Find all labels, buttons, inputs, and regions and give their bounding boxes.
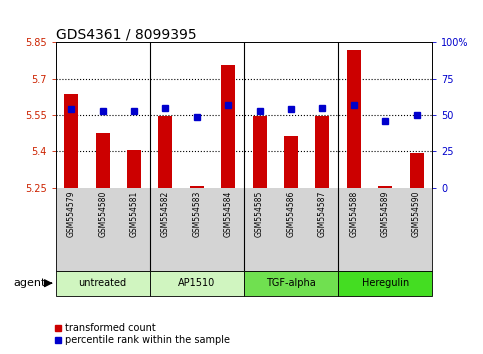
- Text: GSM554582: GSM554582: [161, 191, 170, 237]
- Bar: [96, 133, 110, 188]
- Bar: [190, 186, 204, 188]
- Text: AP1510: AP1510: [178, 278, 215, 288]
- Text: Heregulin: Heregulin: [362, 278, 409, 288]
- Bar: [150, 271, 244, 296]
- Bar: [64, 95, 78, 188]
- Bar: [315, 116, 329, 188]
- Text: GSM554579: GSM554579: [67, 191, 76, 238]
- Text: agent: agent: [14, 278, 46, 288]
- Text: GSM554587: GSM554587: [318, 191, 327, 237]
- Text: GSM554590: GSM554590: [412, 191, 421, 238]
- Text: GSM554581: GSM554581: [129, 191, 139, 237]
- Bar: [221, 65, 235, 188]
- Bar: [158, 116, 172, 188]
- Bar: [253, 116, 267, 188]
- Text: GSM554586: GSM554586: [286, 191, 296, 237]
- Bar: [244, 271, 338, 296]
- Bar: [127, 150, 141, 188]
- Text: TGF-alpha: TGF-alpha: [266, 278, 316, 288]
- Text: GSM554580: GSM554580: [98, 191, 107, 237]
- Text: GDS4361 / 8099395: GDS4361 / 8099395: [56, 27, 196, 41]
- Bar: [410, 153, 424, 188]
- Text: GSM554588: GSM554588: [349, 191, 358, 237]
- Text: GSM554584: GSM554584: [224, 191, 233, 237]
- Legend: transformed count, percentile rank within the sample: transformed count, percentile rank withi…: [51, 319, 234, 349]
- Bar: [284, 136, 298, 188]
- Bar: [378, 186, 392, 188]
- Text: GSM554585: GSM554585: [255, 191, 264, 237]
- Bar: [338, 271, 432, 296]
- Text: GSM554589: GSM554589: [381, 191, 390, 237]
- Bar: [347, 50, 361, 188]
- Bar: [56, 271, 150, 296]
- Text: untreated: untreated: [79, 278, 127, 288]
- Text: GSM554583: GSM554583: [192, 191, 201, 237]
